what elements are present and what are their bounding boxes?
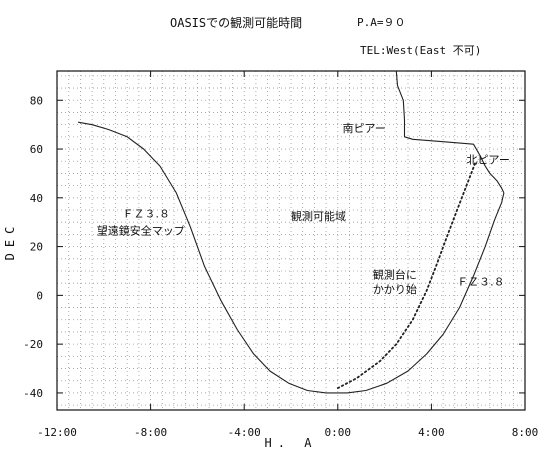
annotation-label: ＦＺ３.８ bbox=[457, 276, 505, 289]
x-tick-label: 4:00 bbox=[418, 426, 445, 439]
annotation-label: 観測可能域 bbox=[291, 209, 346, 223]
x-tick-label: 0:00 bbox=[325, 426, 352, 439]
y-tick-label: 20 bbox=[30, 241, 43, 254]
annotation-label: 南ピアー bbox=[342, 122, 385, 135]
annotation-label: かかり始 bbox=[373, 282, 417, 296]
y-tick-label: 40 bbox=[30, 192, 43, 205]
x-tick-label: -12:00 bbox=[37, 426, 77, 439]
plot-frame bbox=[56, 70, 526, 411]
y-tick-label: -40 bbox=[23, 387, 43, 400]
dotted-series-line bbox=[336, 160, 477, 390]
annotation-label: ＦＺ３.８ bbox=[123, 207, 170, 220]
x-tick-label: -4:00 bbox=[228, 426, 261, 439]
y-tick-label: 0 bbox=[36, 289, 43, 302]
x-tick-label: -8:00 bbox=[134, 426, 167, 439]
y-axis-label: DEC bbox=[3, 221, 17, 261]
annotation-label: 観測台に bbox=[373, 267, 417, 281]
y-tick-label: 60 bbox=[30, 143, 43, 156]
position-angle-label: P.A=９０ bbox=[357, 16, 406, 29]
telescope-side-label: TEL:West(East 不可) bbox=[360, 44, 482, 57]
chart-title: OASISでの観測可能時間 bbox=[170, 16, 303, 30]
y-tick-label: -20 bbox=[23, 338, 43, 351]
series-line bbox=[78, 121, 505, 394]
series-line bbox=[395, 70, 505, 194]
y-tick-label: 80 bbox=[30, 94, 43, 107]
annotation-label: 北ピアー bbox=[467, 154, 510, 167]
annotation-label: 望遠鏡安全マップ bbox=[97, 223, 185, 237]
x-tick-label: 8:00 bbox=[512, 426, 539, 439]
x-axis-label: H. A bbox=[265, 436, 318, 450]
